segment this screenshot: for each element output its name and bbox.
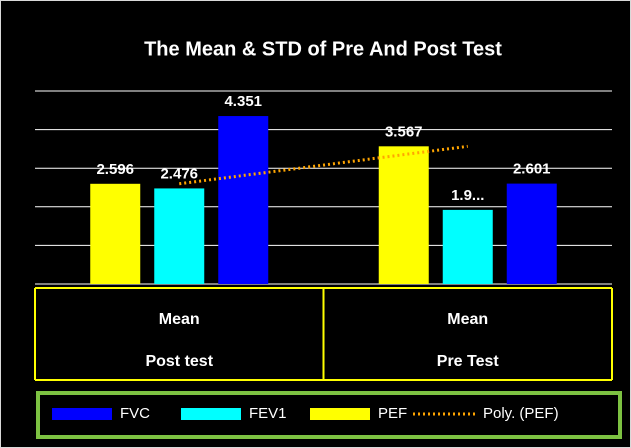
legend-swatch <box>310 408 370 420</box>
trendline <box>179 144 468 186</box>
data-label: 4.351 <box>224 93 262 110</box>
bar <box>90 183 141 284</box>
legend-label: PEF <box>378 405 407 422</box>
bar <box>154 188 205 284</box>
x-tick-label: Mean <box>159 311 200 328</box>
data-label: 3.567 <box>385 123 423 140</box>
legend-border <box>36 391 622 439</box>
chart-title: The Mean & STD of Pre And Post Test <box>144 38 502 60</box>
x-tick-label: Mean <box>447 311 488 328</box>
data-label: 2.596 <box>96 161 134 178</box>
x-tick-label: Post test <box>145 353 213 370</box>
legend-swatch <box>52 408 112 420</box>
legend-label: FVC <box>120 405 150 422</box>
x-tick-label: Pre Test <box>437 353 500 370</box>
data-label: 1.9... <box>451 187 484 204</box>
legend-label: FEV1 <box>249 405 287 422</box>
bar <box>442 209 493 284</box>
bar <box>218 116 269 285</box>
data-label: 2.601 <box>513 161 551 178</box>
legend-swatch <box>181 408 241 420</box>
data-label: 2.476 <box>160 165 198 182</box>
legend-label: Poly. (PEF) <box>483 405 559 422</box>
bar <box>378 146 429 284</box>
bar <box>506 183 557 284</box>
